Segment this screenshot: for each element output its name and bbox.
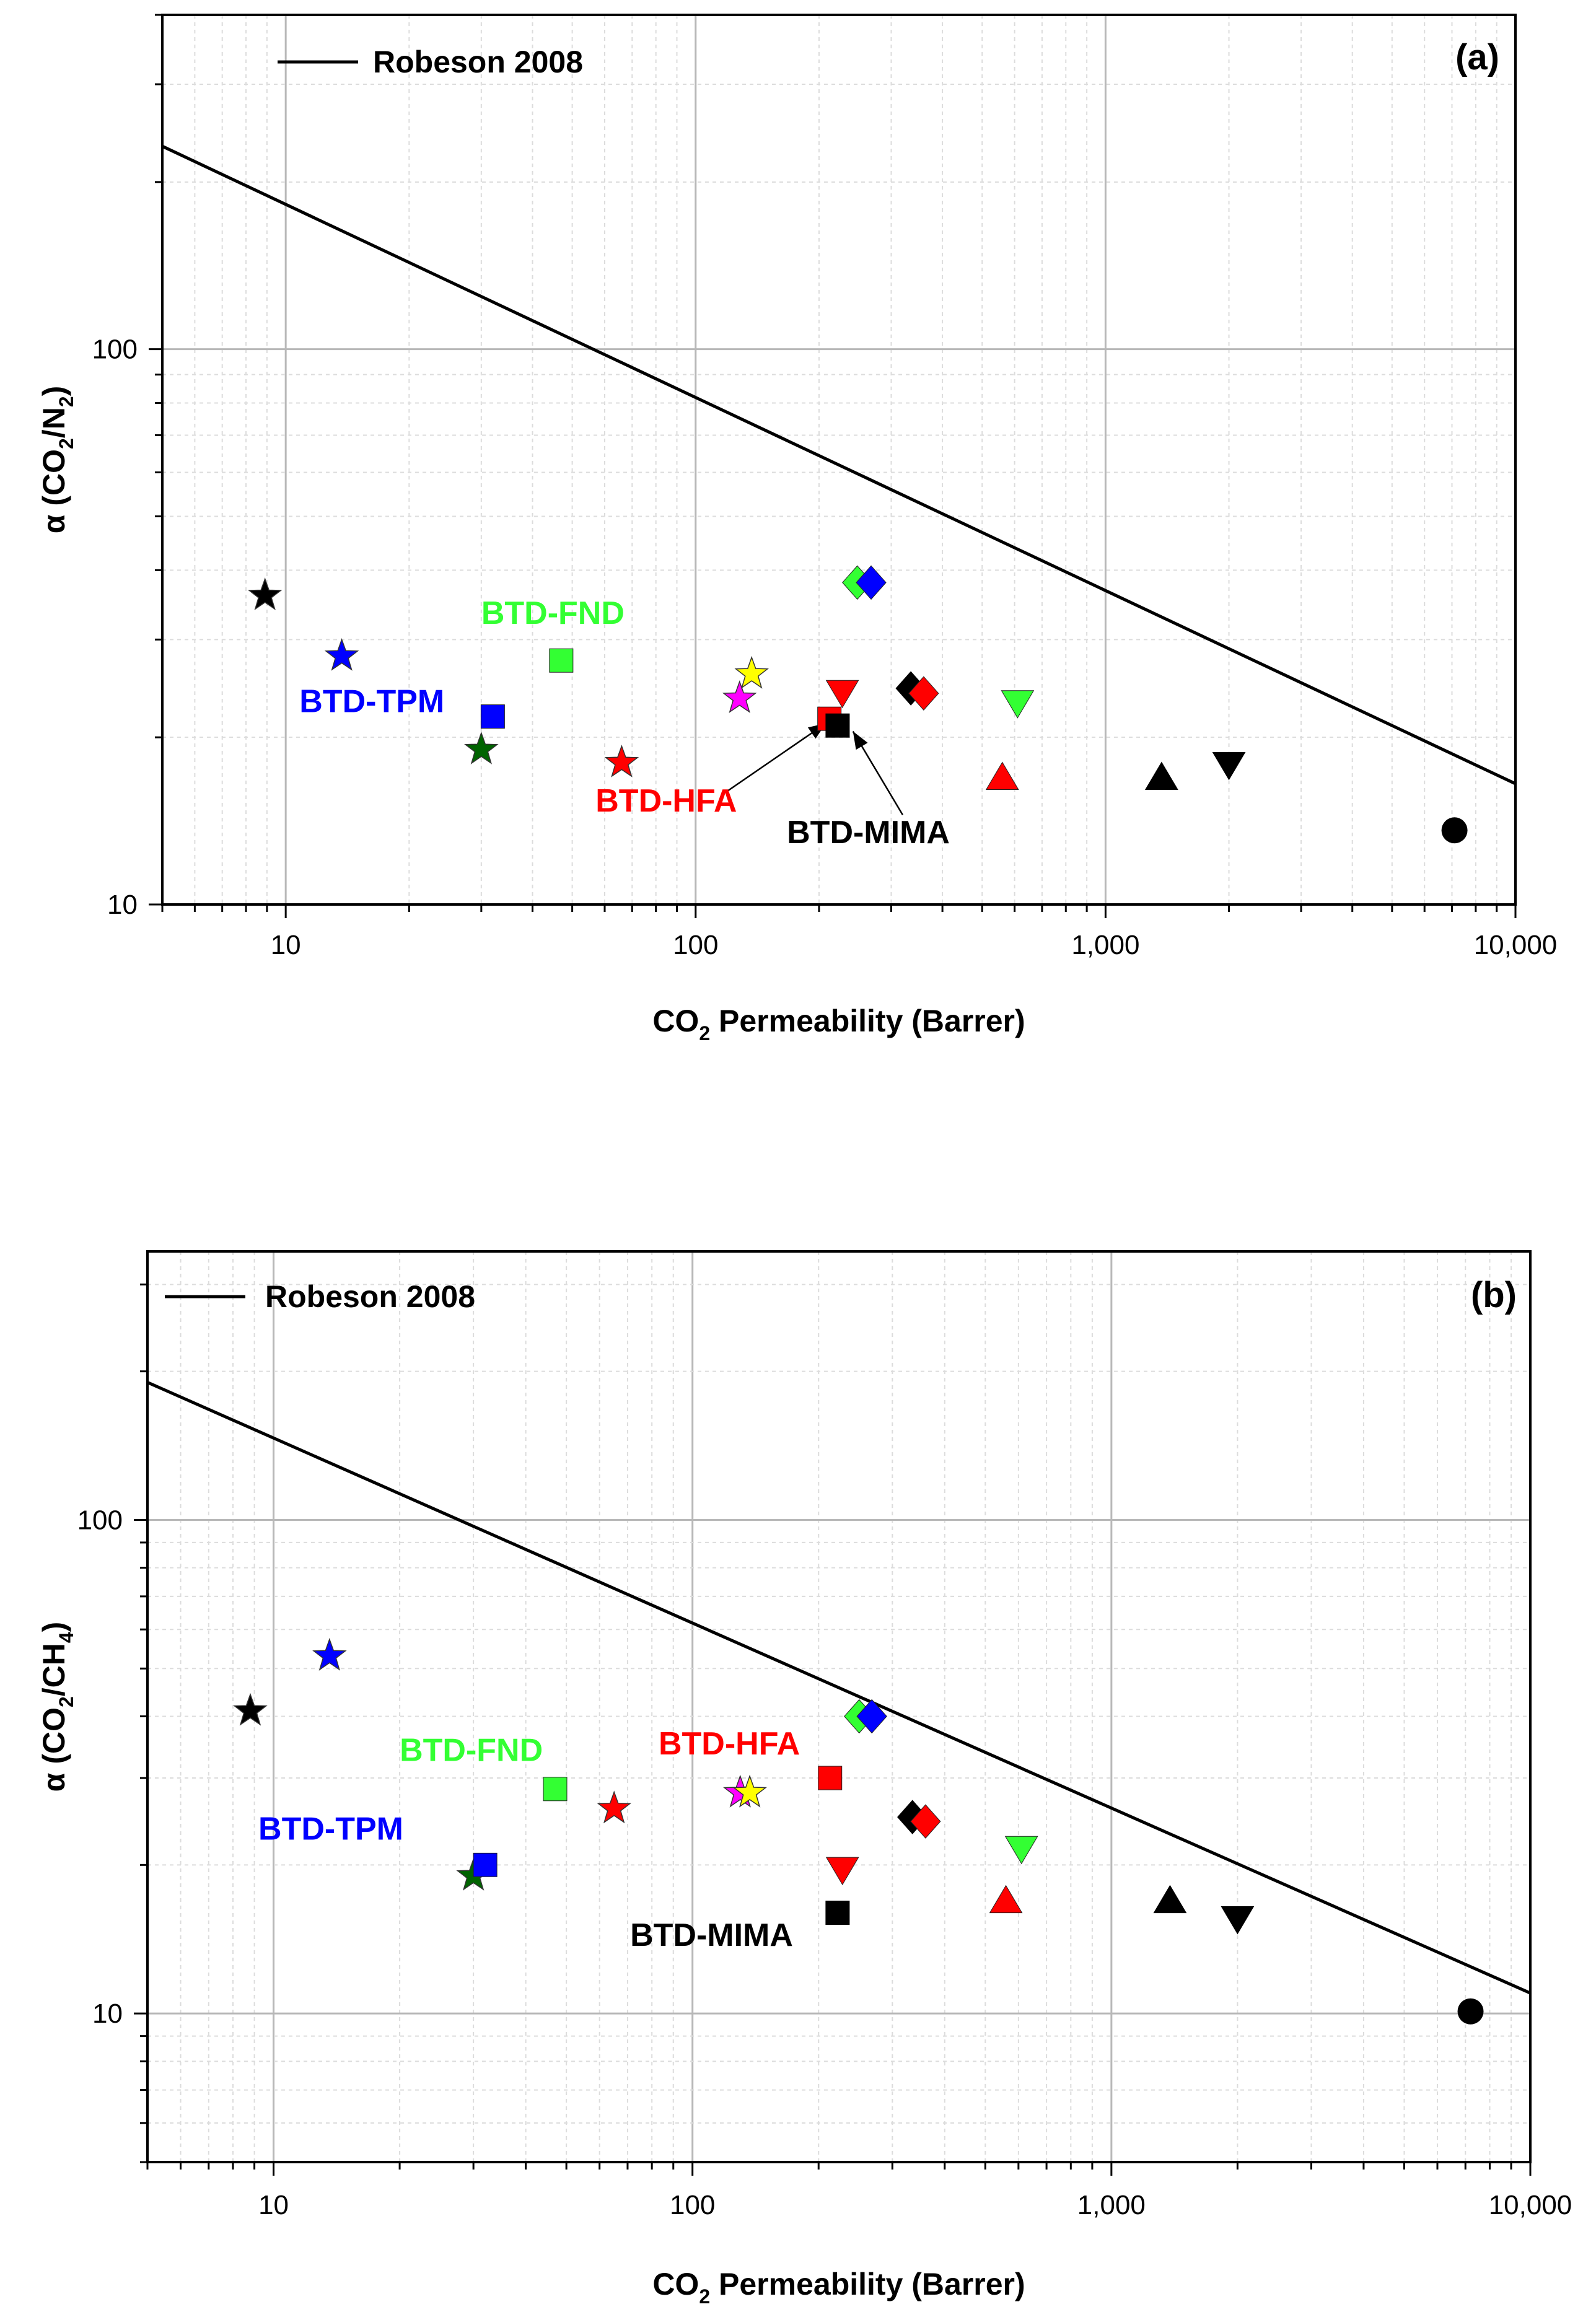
x-tick-label: 10 xyxy=(271,930,301,960)
data-point-diamond-11 xyxy=(856,565,887,600)
data-point-square-6 xyxy=(480,704,505,729)
data-point-square-9 xyxy=(825,1901,850,1925)
annotation-arrow-line xyxy=(724,722,826,794)
x-axis-title: CO2 Permeability (Barrer) xyxy=(652,1004,1025,1044)
x-tick-label: 100 xyxy=(670,2190,715,2220)
plot-frame xyxy=(161,14,1517,906)
data-point-star-0 xyxy=(233,1692,268,1726)
robeson-2008-upper-bound-line xyxy=(147,1381,1530,1995)
data-point-star-1 xyxy=(324,637,359,671)
data-point-circle-19 xyxy=(1441,817,1468,844)
data-point-square-8 xyxy=(818,1766,843,1790)
data-point-star-2 xyxy=(464,731,499,764)
data-point-square-6 xyxy=(473,1852,498,1877)
axis-ticks xyxy=(134,1283,1532,2176)
x-tick-label: 1,000 xyxy=(1077,2190,1146,2220)
data-point-triangle-up-18 xyxy=(1144,761,1178,790)
annotation-btd-mima: BTD-MIMA xyxy=(787,815,950,851)
annotation-btd-hfa: BTD-HFA xyxy=(595,783,737,819)
y-tick-label: 100 xyxy=(92,335,138,365)
robeson-2008-upper-bound-line xyxy=(162,144,1515,786)
x-axis-title: CO2 Permeability (Barrer) xyxy=(652,2267,1025,2308)
grid xyxy=(162,15,1515,904)
annotation-btd-fnd: BTD-FND xyxy=(481,595,625,631)
legend-label: Robeson 2008 xyxy=(373,45,583,79)
data-point-star-1 xyxy=(312,1637,347,1671)
data-point-diamond-13 xyxy=(910,1804,941,1839)
data-point-triangle-up-17 xyxy=(985,761,1019,790)
data-point-star-5 xyxy=(734,655,770,689)
x-tick-label: 100 xyxy=(673,930,718,960)
data-point-star-3 xyxy=(604,744,639,777)
x-tick-label: 10,000 xyxy=(1474,930,1558,960)
y-tick-label: 100 xyxy=(77,1505,123,1535)
y-axis-title: α (CO2/CH4) xyxy=(37,1622,77,1792)
annotation-arrow-head xyxy=(853,731,868,750)
panel-label: (a) xyxy=(1455,37,1499,77)
y-axis-title: α (CO2/N2) xyxy=(37,386,77,534)
plot-frame xyxy=(146,1250,1532,2163)
data-point-triangle-down-15 xyxy=(1004,1836,1038,1865)
legend-label: Robeson 2008 xyxy=(265,1279,475,1314)
data-point-diamond-11 xyxy=(856,1699,887,1734)
data-point-diamond-13 xyxy=(908,676,939,711)
x-tick-label: 10,000 xyxy=(1489,2190,1572,2220)
data-point-star-5 xyxy=(732,1774,767,1808)
annotation-btd-tpm: BTD-TPM xyxy=(299,684,444,720)
y-tick-label: 10 xyxy=(92,1999,123,2029)
data-point-star-3 xyxy=(597,1790,632,1824)
data-point-triangle-up-18 xyxy=(1153,1885,1187,1914)
data-point-star-4 xyxy=(722,680,757,713)
data-point-triangle-down-14 xyxy=(825,1857,859,1886)
data-point-star-0 xyxy=(247,577,283,611)
annotation-btd-hfa: BTD-HFA xyxy=(659,1726,800,1762)
grid xyxy=(147,1251,1530,2162)
annotation-btd-fnd: BTD-FND xyxy=(400,1732,543,1768)
legend: Robeson 2008 xyxy=(165,1279,475,1314)
data-point-triangle-down-14 xyxy=(825,680,859,709)
data-point-circle-19 xyxy=(1457,1998,1484,2025)
data-point-triangle-down-15 xyxy=(1001,690,1035,719)
axis-ticks xyxy=(149,14,1517,918)
chart-panel-b: 10 100 1,000 10,000 10 100 CO2 Permeability (B… xyxy=(37,1250,1572,2308)
legend: Robeson 2008 xyxy=(278,45,583,79)
x-tick-label: 1,000 xyxy=(1071,930,1139,960)
data-point-triangle-down-16 xyxy=(1212,752,1246,781)
data-point-square-9 xyxy=(825,713,850,738)
annotation-btd-tpm: BTD-TPM xyxy=(258,1811,403,1847)
x-tick-label: 10 xyxy=(258,2190,289,2220)
y-tick-label: 10 xyxy=(107,890,138,920)
chart-panel-a: 10 100 1,000 10,000 10 100 CO2 Permeability (B… xyxy=(37,14,1558,1044)
annotation-btd-mima: BTD-MIMA xyxy=(630,1917,793,1953)
data-point-triangle-up-17 xyxy=(989,1885,1023,1914)
data-point-square-7 xyxy=(543,1777,568,1802)
data-point-triangle-down-16 xyxy=(1221,1906,1255,1935)
data-point-square-7 xyxy=(549,648,574,673)
data-points xyxy=(247,565,1468,844)
data-points xyxy=(233,1637,1484,2025)
panel-label: (b) xyxy=(1471,1275,1517,1315)
